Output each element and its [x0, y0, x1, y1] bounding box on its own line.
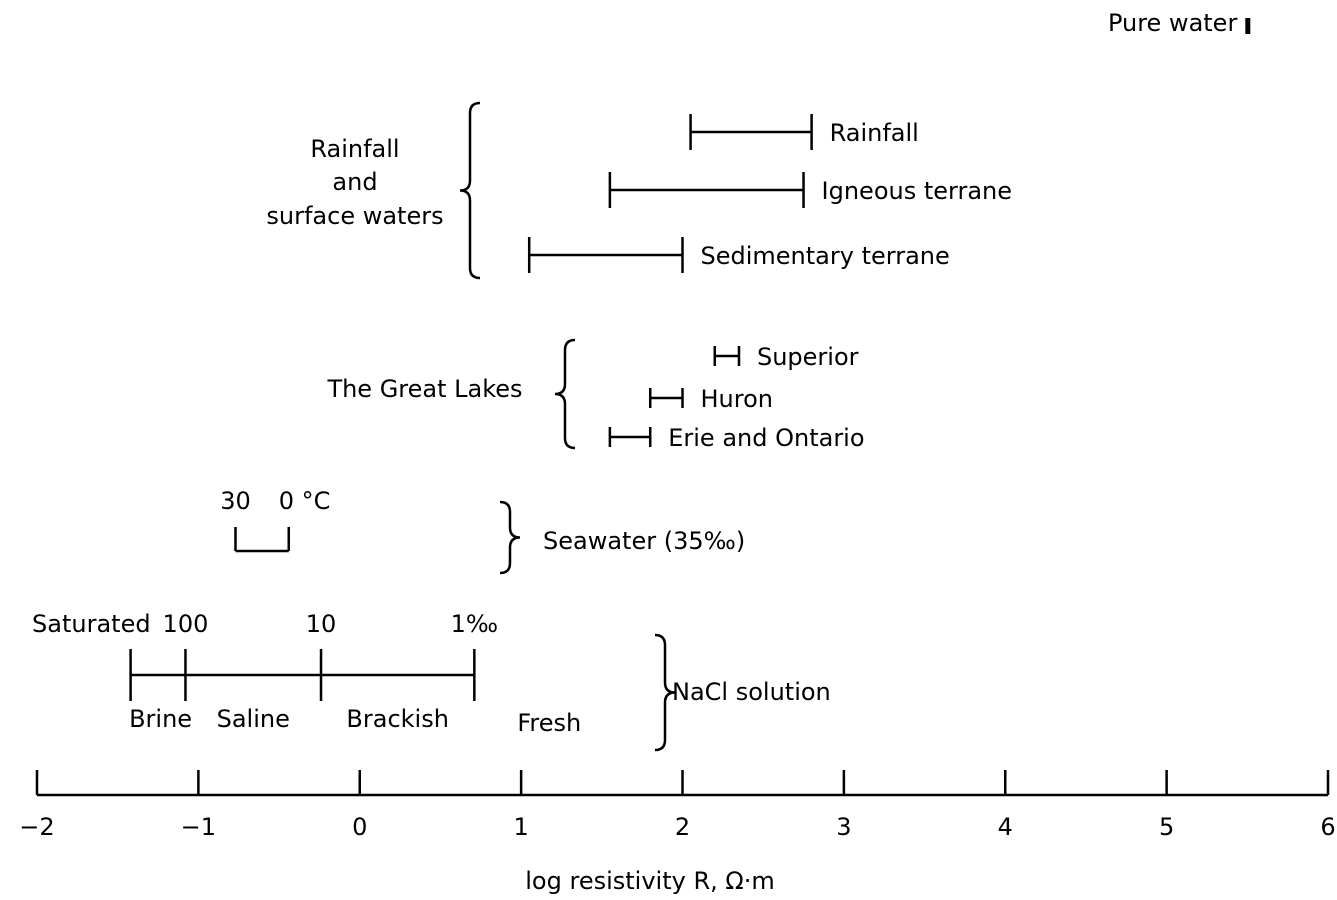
range-label: Sedimentary terrane [701, 242, 950, 270]
nacl-boundary-label: Saturated [32, 610, 151, 638]
range-label: Rainfall [830, 119, 919, 147]
x-tick-label: 2 [675, 813, 690, 841]
x-tick-label: 0 [352, 813, 367, 841]
range-label: Superior [757, 343, 859, 371]
group-label: NaCl solution [672, 678, 831, 706]
x-axis-label: log resistivity R, Ω·m [525, 867, 774, 895]
nacl-boundary-label: 1‰ [451, 610, 498, 638]
zone-label: Brine [129, 705, 192, 733]
brace [554, 338, 576, 450]
x-tick-label: 4 [998, 813, 1013, 841]
group-label: The Great Lakes [326, 375, 522, 403]
brace [499, 500, 521, 575]
zone-label: Brackish [346, 705, 449, 733]
temp-label: 0 °C [279, 487, 331, 515]
x-tick-label: 1 [513, 813, 528, 841]
x-tick-label: −2 [19, 813, 54, 841]
range-label: Erie and Ontario [668, 424, 864, 452]
x-tick-label: 6 [1320, 813, 1335, 841]
nacl-boundary-label: 100 [163, 610, 209, 638]
group-label: Rainfall [310, 135, 399, 163]
pure-water-label: Pure water [1108, 9, 1238, 37]
x-tick-label: 3 [836, 813, 851, 841]
x-tick-label: 5 [1159, 813, 1174, 841]
pure-water-mark [1245, 18, 1251, 34]
brace [654, 633, 676, 752]
group-label: Seawater (35‰) [543, 527, 745, 555]
nacl-boundary-label: 10 [306, 610, 337, 638]
group-label: and [332, 168, 377, 196]
brace [459, 101, 481, 280]
range-label: Huron [701, 385, 774, 413]
x-tick-label: −1 [181, 813, 216, 841]
zone-label: Fresh [517, 709, 581, 737]
temp-label: 30 [220, 487, 251, 515]
range-label: Igneous terrane [822, 177, 1013, 205]
zone-label: Saline [217, 705, 290, 733]
group-label: surface waters [266, 202, 443, 230]
